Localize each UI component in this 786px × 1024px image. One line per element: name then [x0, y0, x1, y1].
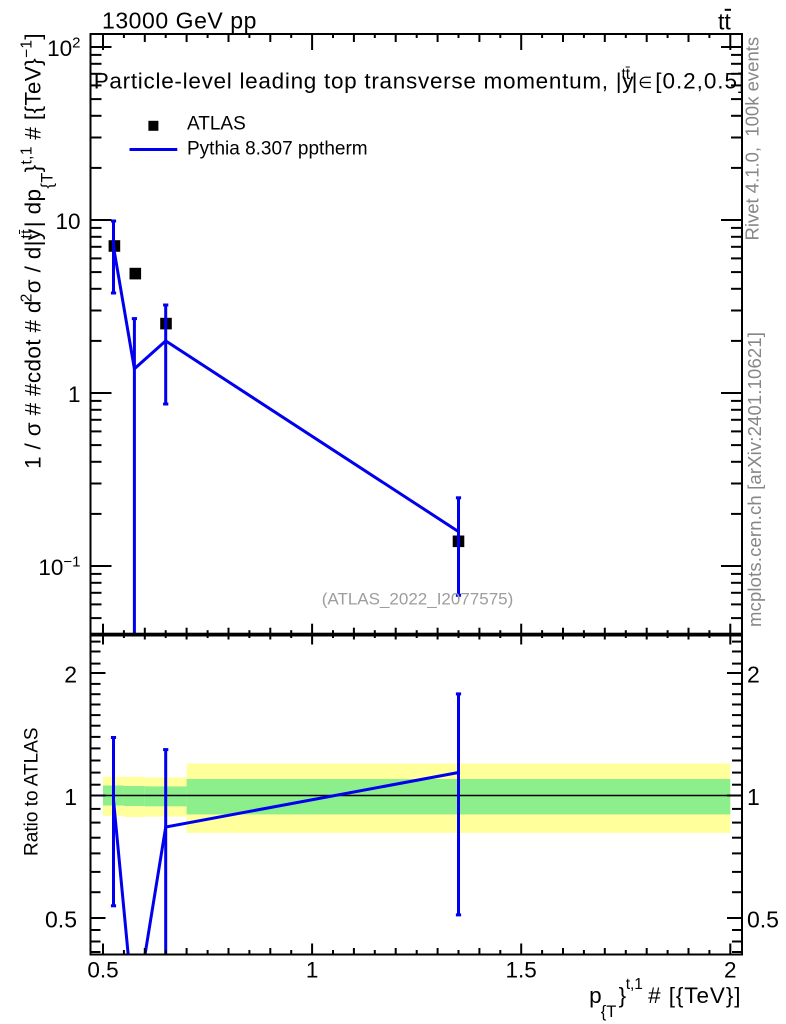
svg-text:102: 102: [47, 35, 80, 62]
svg-text:mcplots.cern.ch [arXiv:2401.10: mcplots.cern.ch [arXiv:2401.10621]: [744, 332, 765, 627]
svg-text:13000 GeV pp: 13000 GeV pp: [102, 8, 257, 34]
svg-text:tt̄: tt̄: [622, 66, 631, 83]
svg-text:0.5: 0.5: [747, 907, 779, 933]
svg-text:10−1: 10−1: [38, 554, 80, 581]
svg-text:p: p: [589, 983, 602, 1008]
svg-text:(ATLAS_2022_I2077575): (ATLAS_2022_I2077575): [322, 590, 514, 609]
svg-text:tt: tt: [718, 8, 731, 34]
svg-text:[0.2,0.5]: [0.2,0.5]: [655, 69, 745, 94]
svg-text:1.5: 1.5: [506, 958, 537, 983]
svg-text:1: 1: [68, 382, 81, 407]
svg-text:2: 2: [64, 662, 77, 688]
svg-text:# [{TeV}]: # [{TeV}]: [648, 983, 741, 1008]
svg-text:Rivet 4.1.0, 100k events: Rivet 4.1.0, 100k events: [742, 37, 763, 241]
svg-text:2: 2: [747, 662, 760, 688]
svg-text:Ratio to ATLAS: Ratio to ATLAS: [22, 727, 43, 856]
svg-text:2: 2: [724, 958, 737, 983]
svg-text:{T: {T: [601, 1003, 617, 1021]
svg-text:0.5: 0.5: [45, 907, 77, 933]
svg-text:Pythia 8.307 pptherm: Pythia 8.307 pptherm: [187, 139, 368, 160]
svg-text:10: 10: [55, 209, 80, 234]
svg-text:ATLAS: ATLAS: [187, 113, 246, 134]
svg-text:1: 1: [747, 784, 760, 810]
svg-text:|: |: [632, 69, 638, 94]
svg-text:1: 1: [64, 784, 77, 810]
svg-text:}: }: [619, 983, 627, 1008]
svg-text:0.5: 0.5: [87, 958, 118, 983]
svg-text:∈: ∈: [638, 75, 652, 92]
svg-text:Particle-level leading top tra: Particle-level leading top transverse mo…: [94, 69, 635, 94]
svg-text:1: 1: [306, 958, 319, 983]
svg-text:t,1: t,1: [626, 976, 643, 993]
